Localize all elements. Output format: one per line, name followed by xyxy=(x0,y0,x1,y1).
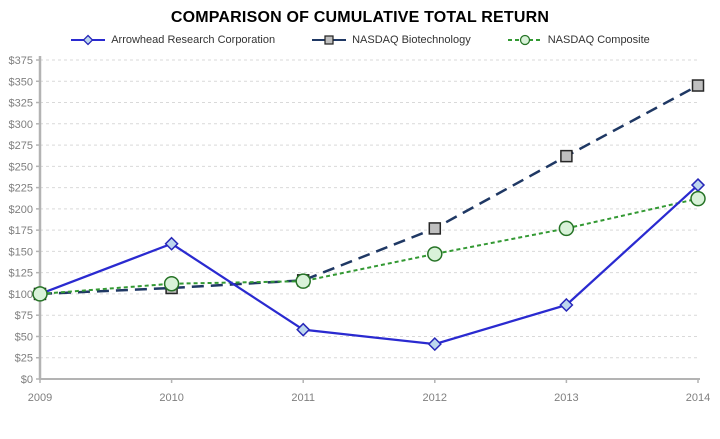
legend-swatch xyxy=(312,35,347,45)
x-tick-label: 2014 xyxy=(686,392,710,404)
data-point-marker xyxy=(560,149,573,163)
data-point-marker xyxy=(427,337,442,352)
data-point-marker xyxy=(691,79,705,92)
data-point-marker xyxy=(324,35,334,45)
legend-label: NASDAQ Biotechnology xyxy=(352,34,471,46)
legend: Arrowhead Research Corporation NASDAQ Bio… xyxy=(0,33,720,47)
y-tick-label: $350 xyxy=(9,76,33,88)
data-point-marker xyxy=(296,322,311,337)
data-point-marker xyxy=(163,275,180,292)
y-tick-label: $175 xyxy=(9,225,33,237)
y-tick-label: $25 xyxy=(15,353,33,365)
data-point-marker xyxy=(295,273,311,289)
legend-swatch xyxy=(71,34,106,46)
y-tick-label: $300 xyxy=(9,119,33,131)
legend-swatch xyxy=(507,34,542,46)
y-tick-label: $50 xyxy=(15,331,33,343)
y-tick-label: $225 xyxy=(9,183,33,195)
data-point-marker xyxy=(82,34,94,46)
x-tick-label: 2012 xyxy=(423,392,447,404)
data-point-marker xyxy=(558,220,575,237)
data-point-marker xyxy=(559,297,574,313)
data-point-marker xyxy=(690,190,706,207)
y-tick-label: $375 xyxy=(9,55,33,67)
series-line xyxy=(39,197,699,295)
y-tick-label: $250 xyxy=(9,161,33,173)
series-line xyxy=(39,84,699,296)
y-tick-label: $275 xyxy=(9,140,33,152)
data-point-marker xyxy=(427,246,443,262)
data-point-marker xyxy=(428,222,442,235)
y-tick-label: $125 xyxy=(9,268,33,280)
data-point-marker xyxy=(32,286,48,302)
chart-title: COMPARISON OF CUMULATIVE TOTAL RETURN xyxy=(170,9,550,26)
y-tick-label: $325 xyxy=(9,98,33,110)
x-tick-label: 2009 xyxy=(28,392,52,404)
chart-svg: $0 $25 $50 $75 $100 $125 $150 $175 $200 $225 $250 $… xyxy=(9,55,711,404)
x-tick-label: 2011 xyxy=(291,392,315,404)
y-tick-label: $100 xyxy=(9,289,33,301)
legend-label: NASDAQ Composite xyxy=(547,34,650,46)
y-tick-label: $0 xyxy=(21,374,33,386)
x-tick-label: 2013 xyxy=(554,392,578,404)
legend-item: Arrowhead Research Corporation xyxy=(70,33,275,47)
data-point-marker xyxy=(164,236,179,251)
y-tick-label: $200 xyxy=(9,204,33,216)
legend-label: Arrowhead Research Corporation xyxy=(111,34,276,46)
y-tick-label: $150 xyxy=(9,246,33,258)
x-tick-label: 2010 xyxy=(159,392,183,404)
legend-item: NASDAQ Biotechnology xyxy=(311,33,471,47)
legend-item: NASDAQ Composite xyxy=(507,33,650,47)
series-line xyxy=(39,184,699,346)
data-point-marker xyxy=(519,34,530,46)
y-tick-label: $75 xyxy=(15,310,33,322)
